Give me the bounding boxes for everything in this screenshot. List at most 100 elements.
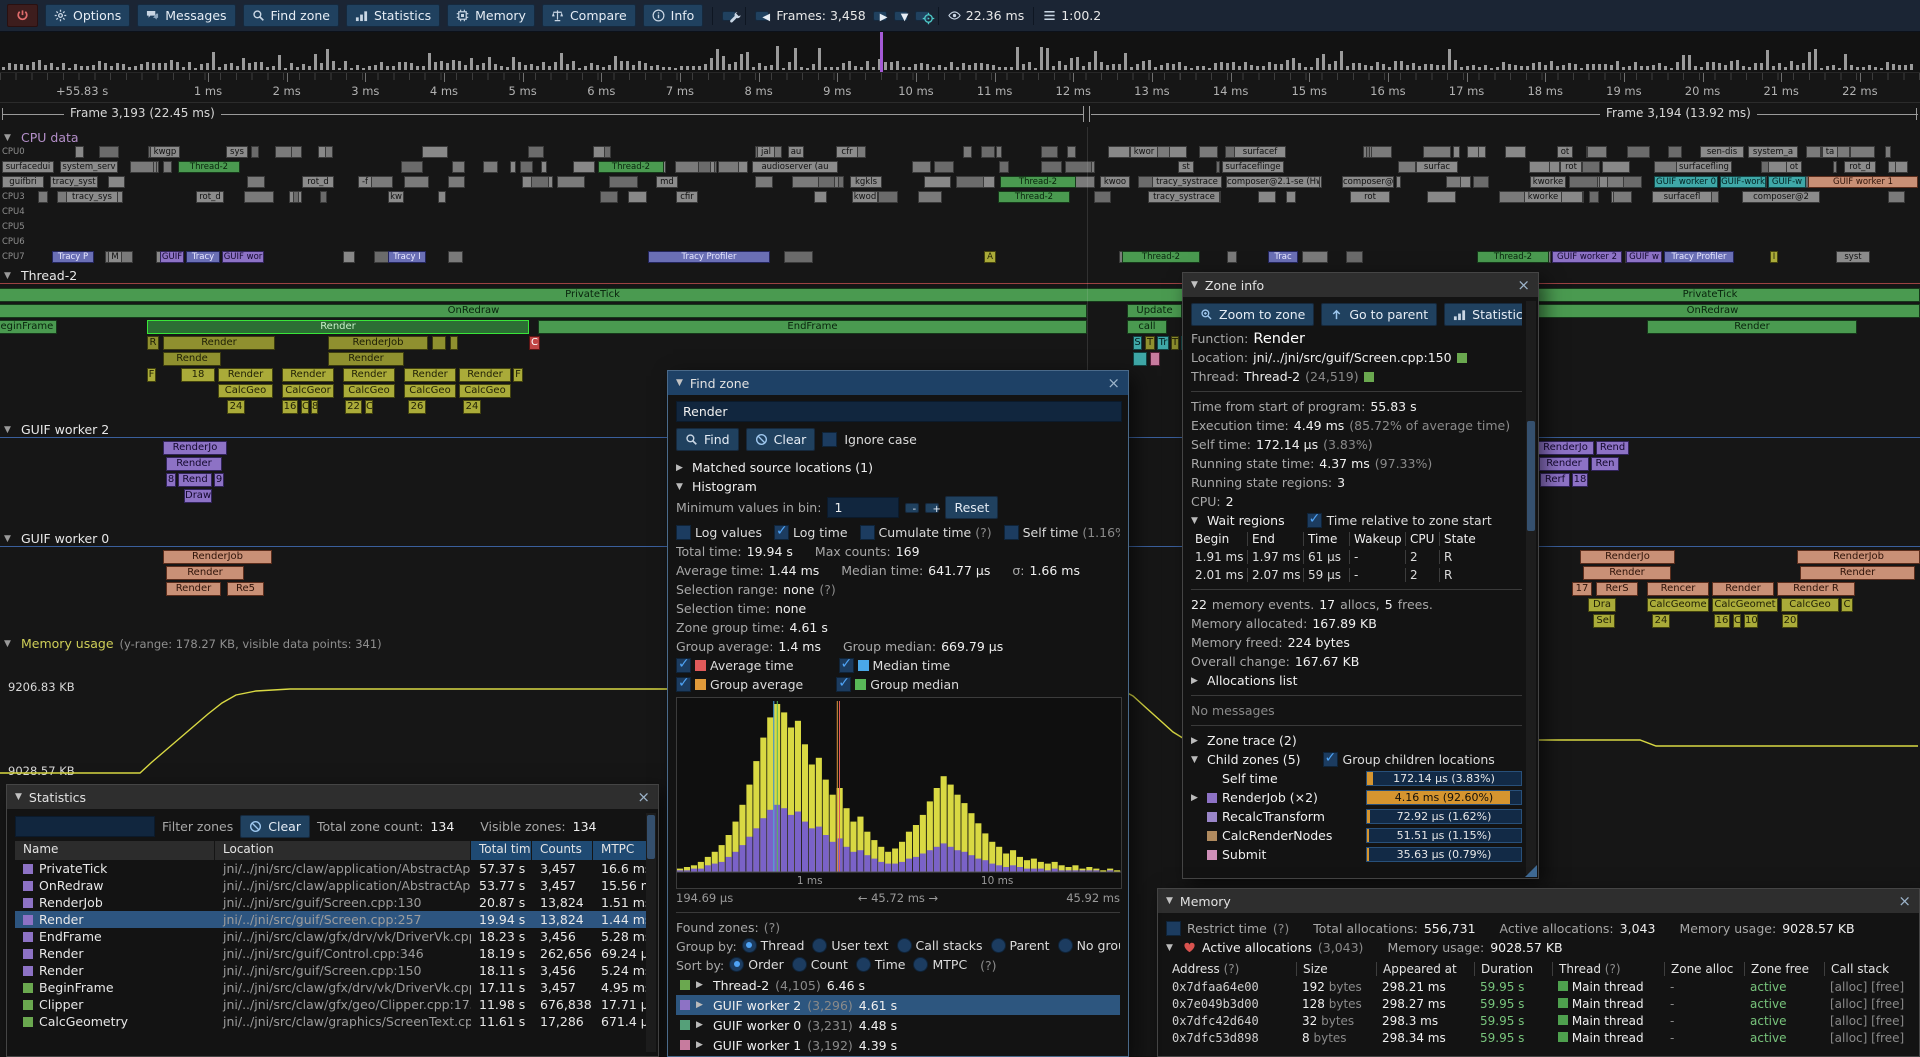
cpu-zone[interactable] [291, 146, 303, 158]
cpu-zone[interactable] [1887, 191, 1905, 203]
min-bin-increase-button[interactable]: + [925, 502, 941, 515]
cpu-zone[interactable]: Tracy I [388, 251, 426, 263]
info-button[interactable]: Info [642, 4, 704, 27]
cpu-zone[interactable] [421, 146, 448, 158]
cpu-zone[interactable]: Tracy Profiler [648, 251, 770, 263]
cpu-zone[interactable] [1582, 161, 1600, 173]
cpu-zone[interactable] [38, 191, 48, 203]
child-zone-row[interactable]: Self time 172.14 μs (3.83%) [1191, 769, 1522, 788]
cpu-zone[interactable] [674, 161, 700, 173]
cpu-zone[interactable] [999, 161, 1009, 173]
zone[interactable]: RenderJob [163, 550, 272, 564]
zone[interactable]: PrivateTick [1500, 288, 1920, 302]
clear-button[interactable]: Clear [745, 428, 816, 451]
frame-overview[interactable] [0, 32, 1920, 73]
expander-icon[interactable]: ▼ [1166, 942, 1173, 953]
find-zone-titlebar[interactable]: ▼ Find zone × [668, 371, 1128, 395]
histogram-plot[interactable]: 1 ms 10 ms [676, 697, 1122, 889]
cpu-zone[interactable]: sen-dis [1700, 146, 1744, 158]
zone[interactable]: Render [1712, 582, 1774, 596]
zone[interactable]: T [1171, 336, 1179, 350]
cpu-zone[interactable]: sys [226, 146, 248, 158]
statistics-row[interactable]: PrivateTick jni/../jni/src/claw/applicati… [15, 860, 650, 877]
column-header[interactable]: Total time [471, 841, 532, 860]
zone[interactable]: Render [166, 457, 222, 471]
zone[interactable]: Tr [1157, 336, 1169, 350]
cpu-zone[interactable] [1286, 191, 1297, 203]
cpu-zone[interactable] [813, 191, 827, 203]
histogram-section-label[interactable]: Histogram [692, 479, 757, 494]
zone[interactable]: CalcGeomet [1712, 598, 1778, 612]
thread-name[interactable]: Thread-2 [1243, 369, 1301, 384]
cpu-zone[interactable] [370, 176, 393, 188]
min-bin-decrease-button[interactable]: - [905, 502, 920, 515]
memory-usage-header[interactable]: ▼ Memory usage (y-range: 178.27 KB, visibl… [4, 636, 382, 651]
cpu-zone[interactable] [448, 176, 465, 188]
find-zone-button[interactable]: Find zone [242, 4, 339, 27]
cpu-zone[interactable] [717, 161, 739, 173]
zone[interactable] [1150, 352, 1160, 366]
cpu-zone[interactable]: kworke [1530, 176, 1566, 188]
cpu-zone[interactable] [1427, 191, 1457, 203]
zone[interactable]: RenderJob [1797, 550, 1920, 564]
cpu-zone[interactable] [1568, 176, 1599, 188]
cpu-zone[interactable] [963, 146, 972, 158]
show-group-average-checkbox[interactable] [676, 675, 691, 692]
zone[interactable]: F [513, 368, 523, 382]
zone[interactable]: Re5 [227, 582, 264, 596]
group-by-user-text-radio[interactable] [812, 937, 828, 953]
zone[interactable]: C [1841, 598, 1853, 612]
cumulate-time-checkbox[interactable] [859, 525, 875, 540]
cpu-zone[interactable]: tracy_systrace [1148, 191, 1220, 203]
cpu-zone[interactable] [996, 146, 1003, 158]
statistics-row[interactable]: Render jni/../jni/src/guif/Screen.cpp:150… [15, 962, 650, 979]
collapse-icon[interactable]: ▼ [1166, 896, 1173, 906]
collapse-icon[interactable]: ▼ [15, 792, 22, 802]
zone[interactable]: 17 [1572, 582, 1592, 596]
cpu-zone[interactable] [244, 191, 274, 203]
zone-info-titlebar[interactable]: ▼ Zone info × [1183, 273, 1538, 297]
zone[interactable]: CalcGeo [404, 384, 456, 398]
cpu-zone[interactable] [1094, 191, 1112, 203]
cpu-zone[interactable] [343, 251, 356, 263]
zone[interactable]: RerS [1596, 582, 1638, 596]
messages-button[interactable]: Messages [137, 4, 236, 27]
cpu-zone[interactable] [1227, 251, 1237, 263]
zone[interactable]: Rende [163, 352, 221, 366]
zone[interactable]: EndFrame [538, 320, 1087, 334]
relative-time-checkbox[interactable] [1306, 511, 1322, 528]
allocation-row[interactable]: 0x7e049b3d00 128 bytes 298.27 ms 59.95 s Ma… [1172, 996, 1905, 1011]
zone-group-row[interactable]: ▶ Thread-2 (4,105) 6.46 s [676, 975, 1120, 995]
cpu-zone[interactable]: composer@ [1342, 176, 1394, 188]
cpu-zone[interactable] [162, 161, 173, 173]
sort-by-count-radio[interactable] [791, 956, 807, 972]
cpu-zone[interactable]: M [108, 251, 122, 263]
close-icon[interactable]: × [1107, 373, 1120, 392]
zone[interactable]: RenderJo [1537, 441, 1594, 455]
cpu-zone[interactable] [818, 176, 844, 188]
zone-group-row[interactable]: ▶ GUIF worker 1 (3,192) 4.39 s [676, 1035, 1120, 1055]
zone[interactable]: R [147, 336, 159, 350]
zone[interactable]: F [147, 368, 156, 382]
cpu-zone[interactable]: surfacef [1234, 146, 1286, 158]
goto-frame-button[interactable] [914, 10, 935, 24]
cpu-zone[interactable] [1365, 146, 1371, 158]
tools-button[interactable] [722, 10, 741, 22]
cpu-zone[interactable]: kwor [1130, 146, 1158, 158]
cpu-zone[interactable] [784, 251, 814, 263]
sort-by-mtpc-radio[interactable] [913, 956, 929, 972]
cpu-zone[interactable] [627, 191, 647, 203]
cpu-zone[interactable] [448, 251, 464, 263]
cpu-zone[interactable] [1395, 176, 1401, 188]
find-zone-search-input[interactable]: Render [676, 401, 1122, 422]
zone[interactable]: CalcGeo [218, 384, 273, 398]
zone[interactable]: Render [218, 368, 273, 382]
matched-locations-label[interactable]: Matched source locations (1) [692, 460, 874, 475]
column-header[interactable]: Name [15, 841, 215, 860]
zone[interactable]: 18 [1572, 473, 1588, 487]
zone[interactable]: Ren [1591, 457, 1619, 471]
cpu-zone[interactable] [317, 146, 327, 158]
cpu-zone[interactable] [528, 146, 545, 158]
cpu-zone[interactable]: cfir [676, 191, 698, 203]
